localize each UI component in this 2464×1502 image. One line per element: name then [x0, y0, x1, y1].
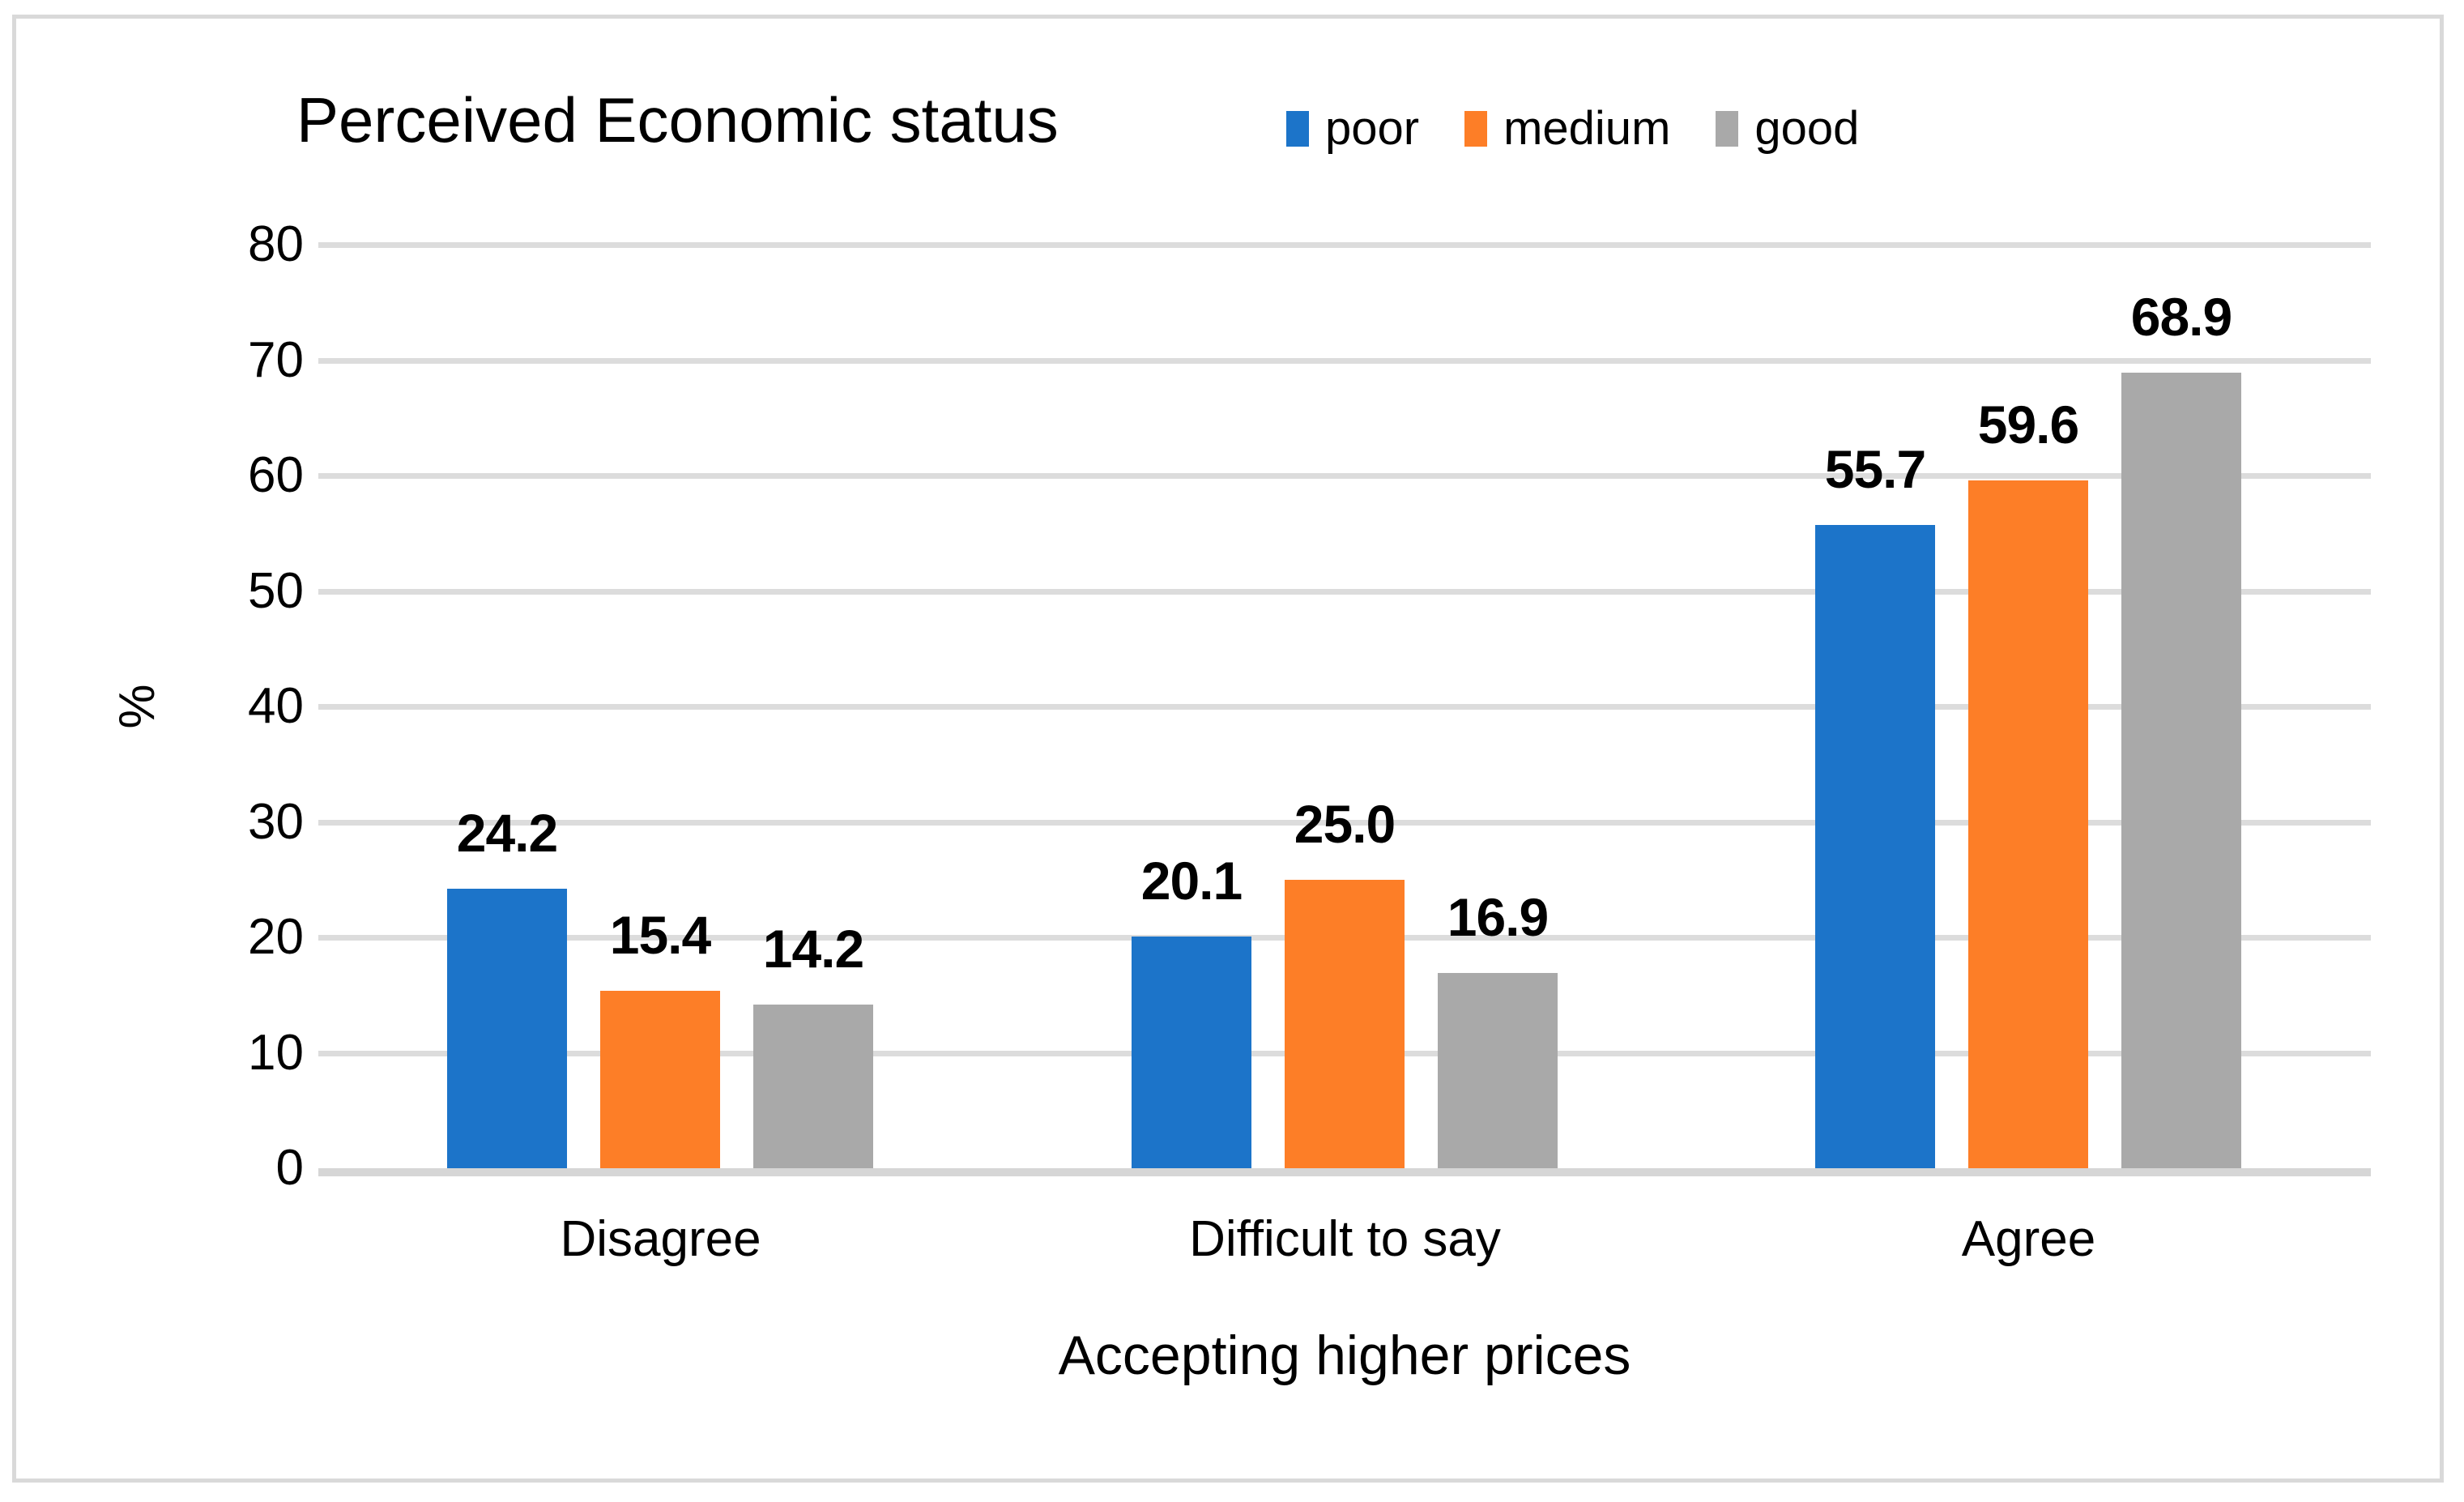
x-axis-line — [318, 1168, 2371, 1176]
legend-label-good: good — [1754, 102, 1860, 155]
gridline-40 — [318, 704, 2371, 710]
bar-value-label: 68.9 — [2130, 287, 2232, 348]
bar-poor-agree — [1815, 525, 1935, 1168]
bar-slot: 15.4 — [600, 908, 720, 1168]
x-category-difficult-to-say: Difficult to say — [1189, 1211, 1501, 1267]
y-tick-20: 20 — [248, 909, 304, 965]
bar-medium-difficult — [1285, 879, 1405, 1168]
bar-slot: 25.0 — [1285, 797, 1405, 1168]
bar-value-label: 55.7 — [1824, 439, 1926, 500]
y-tick-30: 30 — [248, 793, 304, 850]
bar-value-label: 24.2 — [456, 803, 558, 864]
bar-value-label: 16.9 — [1447, 887, 1549, 948]
bar-value-label: 20.1 — [1140, 850, 1243, 911]
bar-slot: 14.2 — [753, 922, 873, 1168]
legend-label-medium: medium — [1503, 102, 1671, 155]
gridline-70 — [318, 357, 2371, 364]
bar-slot: 68.9 — [2121, 290, 2241, 1168]
y-tick-0: 0 — [275, 1140, 304, 1196]
bar-group-disagree: 24.2 15.4 14.2 — [447, 806, 873, 1168]
bar-poor-disagree — [447, 889, 567, 1168]
bar-group-agree: 55.7 59.6 68.9 — [1815, 290, 2241, 1168]
legend-swatch-poor-icon — [1286, 111, 1309, 147]
chart-title: Perceived Economic status — [296, 84, 1059, 156]
y-tick-60: 60 — [248, 447, 304, 503]
gridline-80 — [318, 242, 2371, 248]
y-tick-40: 40 — [248, 678, 304, 734]
bar-medium-disagree — [600, 990, 720, 1168]
gridline-60 — [318, 473, 2371, 479]
x-category-agree: Agree — [1961, 1211, 2096, 1267]
bar-good-difficult — [1438, 973, 1558, 1168]
legend-label-poor: poor — [1325, 102, 1420, 155]
bar-medium-agree — [1968, 480, 2088, 1168]
legend-item-poor: poor — [1286, 105, 1419, 152]
x-category-disagree: Disagree — [560, 1211, 761, 1267]
bar-poor-difficult — [1132, 936, 1251, 1168]
y-tick-70: 70 — [248, 331, 304, 388]
gridline-30 — [318, 819, 2371, 826]
y-axis-title: % — [109, 684, 165, 729]
bar-slot: 20.1 — [1132, 854, 1251, 1168]
bar-good-disagree — [753, 1004, 873, 1168]
y-tick-10: 10 — [248, 1024, 304, 1081]
chart-frame — [12, 15, 2444, 1483]
bar-slot: 16.9 — [1438, 890, 1558, 1168]
x-axis-title: Accepting higher prices — [1058, 1325, 1631, 1386]
legend: poor medium good — [1286, 105, 1859, 152]
bar-slot: 59.6 — [1968, 398, 2088, 1168]
y-tick-50: 50 — [248, 562, 304, 619]
legend-item-good: good — [1716, 105, 1859, 152]
legend-swatch-medium-icon — [1464, 111, 1488, 147]
bar-value-label: 14.2 — [762, 918, 864, 979]
bar-value-label: 59.6 — [1977, 394, 2079, 454]
bar-value-label: 25.0 — [1294, 793, 1396, 854]
legend-item-medium: medium — [1464, 105, 1670, 152]
bar-slot: 55.7 — [1815, 442, 1935, 1168]
legend-swatch-good-icon — [1716, 111, 1739, 147]
y-tick-80: 80 — [248, 216, 304, 272]
bar-slot: 24.2 — [447, 806, 567, 1168]
bar-value-label: 15.4 — [609, 904, 711, 965]
bar-group-difficult-to-say: 20.1 25.0 16.9 — [1132, 797, 1558, 1168]
bar-good-agree — [2121, 373, 2241, 1168]
gridline-50 — [318, 588, 2371, 595]
